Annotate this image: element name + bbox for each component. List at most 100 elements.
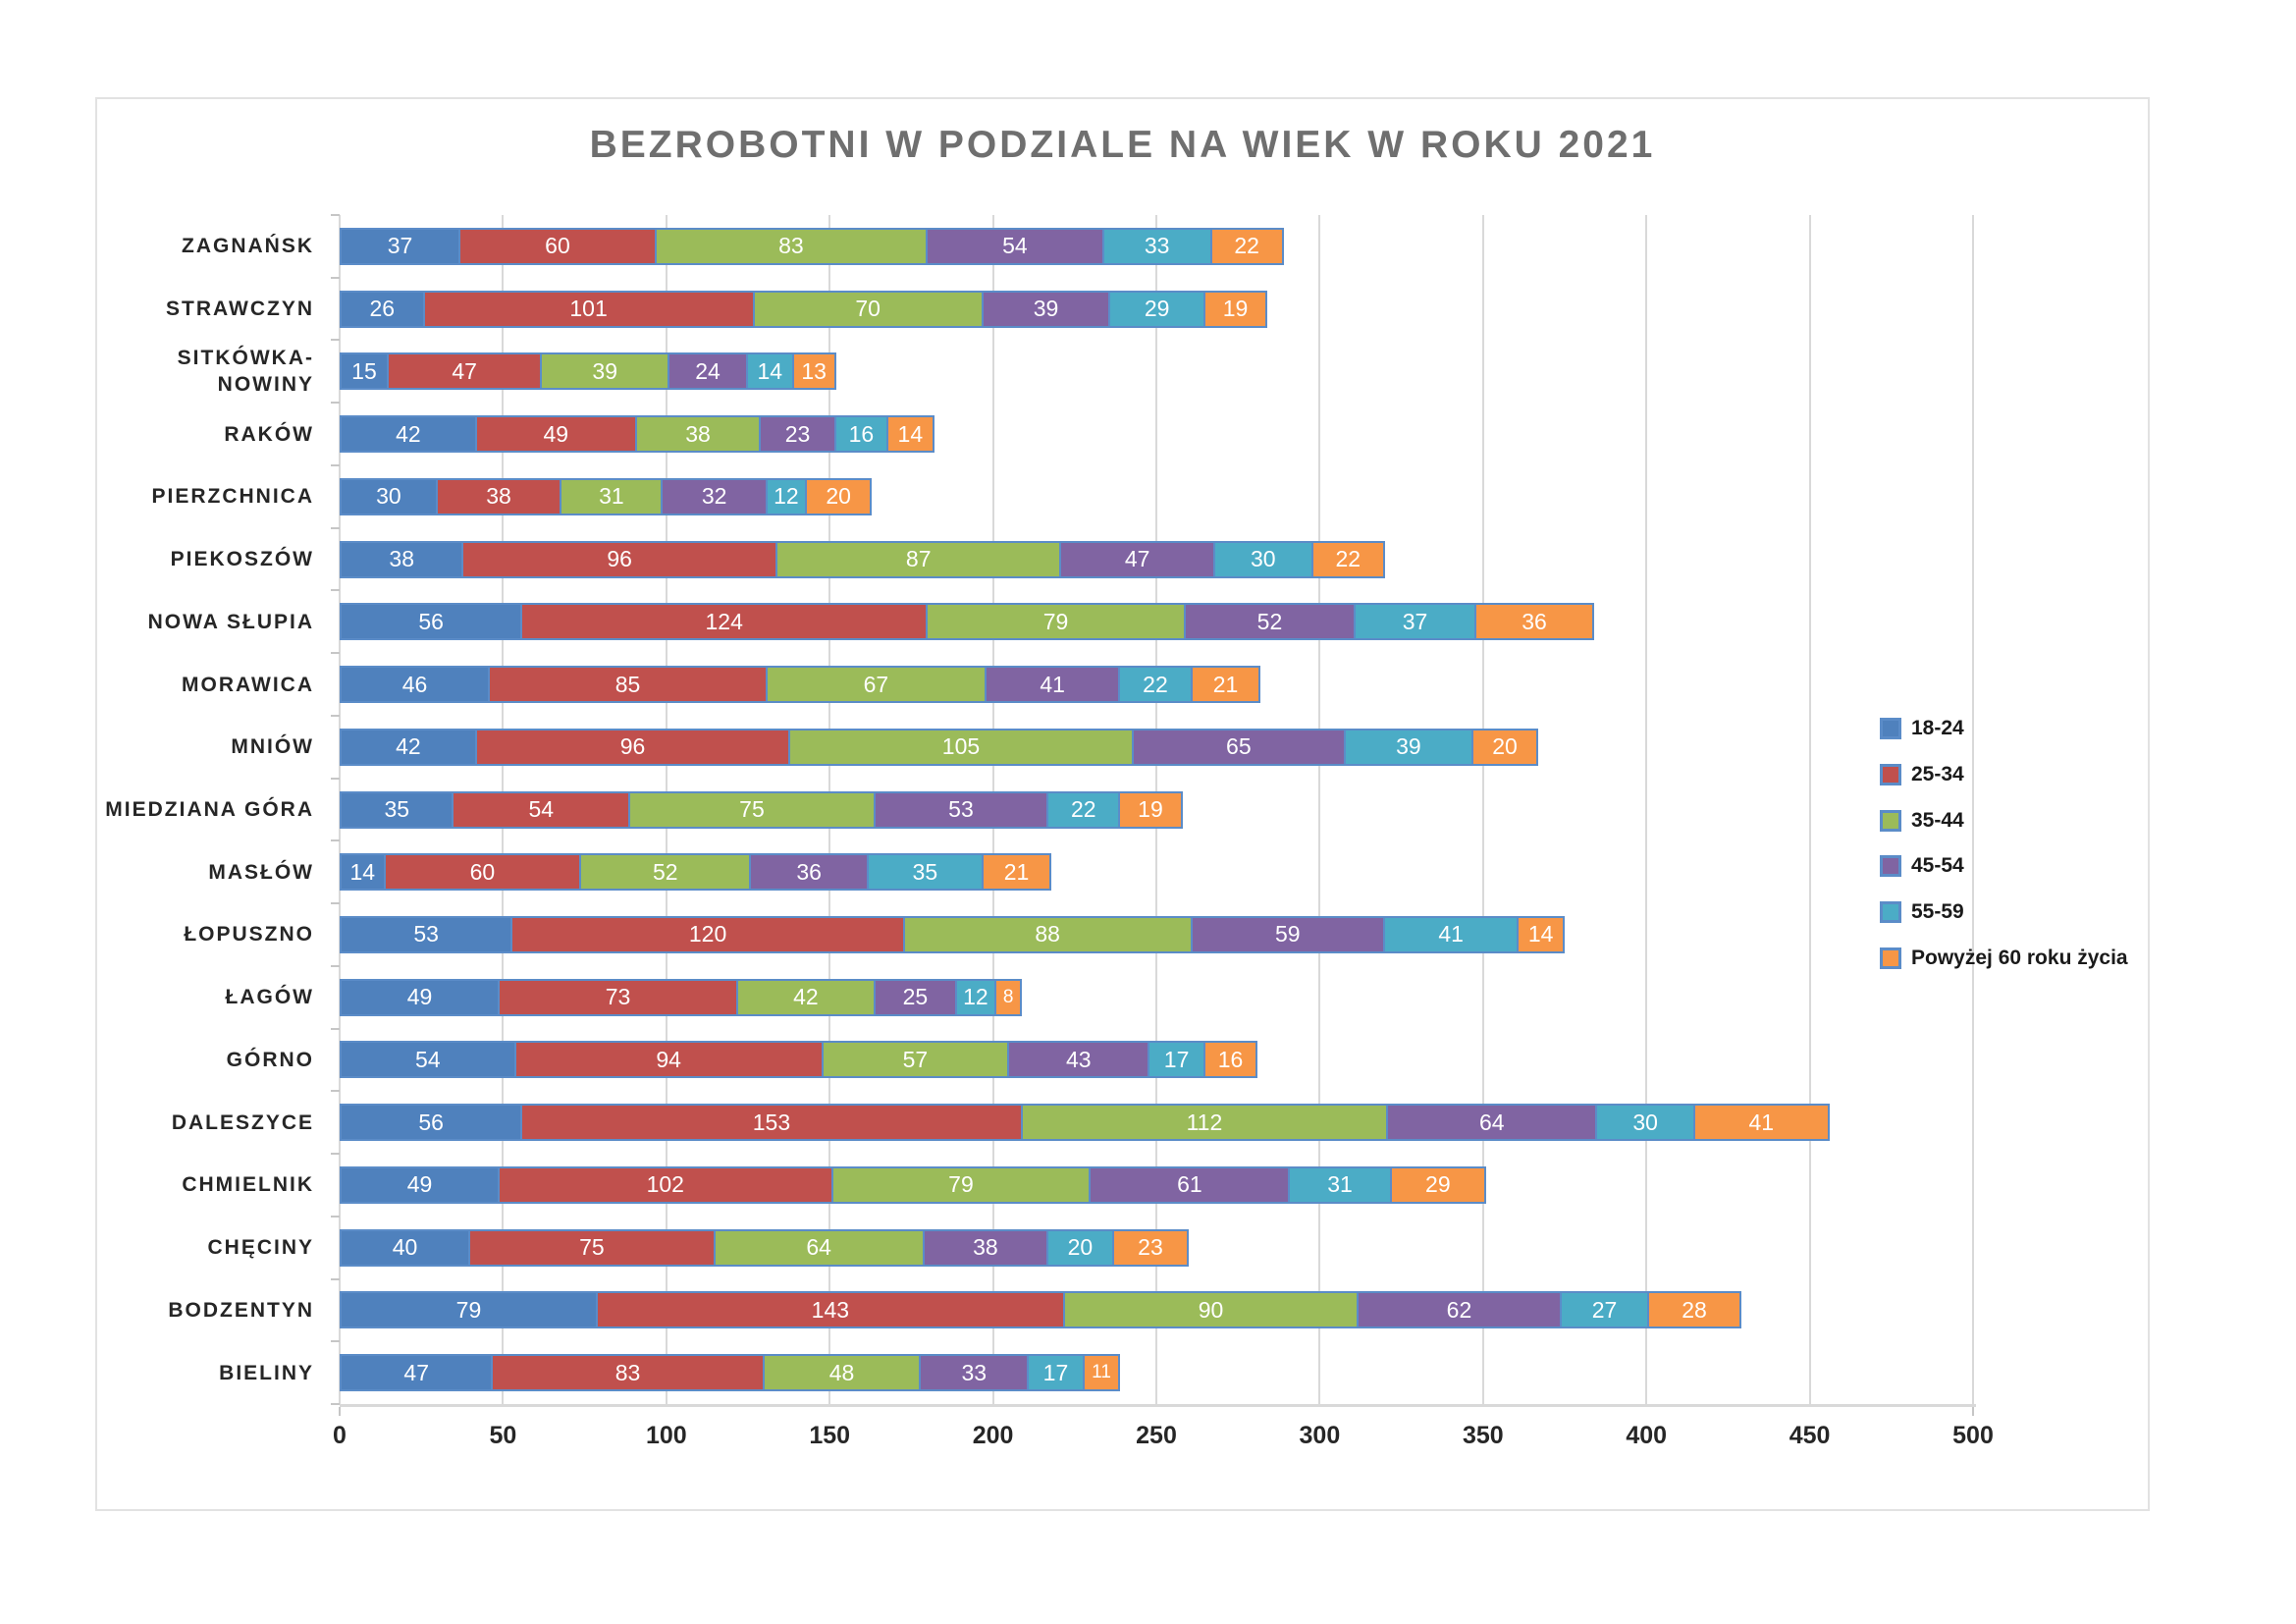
bar-row: 14 60 52 36 35 21 <box>340 853 1052 892</box>
x-axis-tick <box>1972 1407 1974 1416</box>
x-axis-tick-label: 50 <box>489 1422 517 1449</box>
gridline <box>1972 215 1974 1404</box>
bar-value-label: 41 <box>1748 1109 1775 1135</box>
bar-segment: 53 <box>340 915 513 953</box>
bar-segment: 60 <box>460 227 657 265</box>
category-axis-tick <box>331 1090 340 1093</box>
bar-segment: 38 <box>437 477 562 515</box>
bar-segment: 38 <box>340 540 464 578</box>
legend-swatch-icon <box>1880 947 1901 969</box>
bar-row: 42 49 38 23 16 14 <box>340 415 934 454</box>
bar-value-label: 29 <box>1425 1171 1451 1198</box>
legend-label: 18-24 <box>1911 717 1964 739</box>
bar-segment: 101 <box>424 290 755 328</box>
category-label: STRAWCZYN <box>166 298 314 321</box>
legend-label: 45-54 <box>1911 854 1964 878</box>
bar-row: 42 96 105 65 39 20 <box>340 728 1539 766</box>
bar-value-label: 60 <box>545 233 570 259</box>
bar-segment: 47 <box>388 352 543 391</box>
bar-value-label: 30 <box>1250 546 1276 572</box>
bar-segment: 143 <box>597 1291 1065 1329</box>
bar-row: 79 143 90 62 27 28 <box>340 1291 1741 1329</box>
bar-segment: 60 <box>385 853 582 892</box>
bar-value-label: 88 <box>1035 921 1060 947</box>
x-axis-tick-label: 150 <box>809 1422 851 1449</box>
bar-row: 49 102 79 61 31 29 <box>340 1165 1487 1204</box>
x-axis-line <box>340 1404 1976 1407</box>
bar-row: 15 47 39 24 14 13 <box>340 352 836 391</box>
bar-segment: 49 <box>340 1165 501 1204</box>
bar-value-label: 46 <box>401 671 428 697</box>
bar-value-label: 20 <box>1067 1234 1094 1261</box>
bar-value-label: 42 <box>396 420 421 447</box>
bar-value-label: 14 <box>1527 921 1554 947</box>
bar-value-label: 56 <box>418 1109 444 1135</box>
bar-segment: 47 <box>340 1354 494 1392</box>
bar-segment: 61 <box>1091 1165 1291 1204</box>
bar-value-label: 38 <box>389 546 415 572</box>
bar-value-label: 35 <box>912 858 938 885</box>
bar-value-label: 90 <box>1198 1296 1224 1323</box>
bar-segment: 20 <box>1472 728 1539 766</box>
bar-value-label: 24 <box>695 357 721 384</box>
bar-segment: 33 <box>921 1354 1030 1392</box>
bar-segment: 29 <box>1391 1165 1487 1204</box>
bar-value-label: 38 <box>973 1234 998 1261</box>
bar-row: 30 38 31 32 12 20 <box>340 477 873 515</box>
bar-segment: 57 <box>823 1041 1010 1079</box>
x-axis-tick-label: 0 <box>333 1422 347 1449</box>
bar-value-label: 96 <box>607 546 632 572</box>
bar-segment: 42 <box>340 728 477 766</box>
category-label: NOWA SŁUPIA <box>147 610 314 633</box>
bar-value-label: 41 <box>1040 671 1065 697</box>
bar-segment: 112 <box>1022 1104 1389 1142</box>
bar-value-label: 59 <box>1274 921 1301 947</box>
bar-segment: 83 <box>493 1354 765 1392</box>
bar-segment: 22 <box>1211 227 1284 265</box>
bar-segment: 62 <box>1359 1291 1562 1329</box>
bar-value-label: 94 <box>656 1046 681 1072</box>
bar-segment: 120 <box>512 915 905 953</box>
bar-segment: 87 <box>776 540 1062 578</box>
bar-value-label: 42 <box>793 984 819 1010</box>
bar-segment: 35 <box>869 853 984 892</box>
bar-segment: 22 <box>1120 666 1193 704</box>
bar-value-label: 15 <box>351 357 377 384</box>
bar-value-label: 20 <box>1492 733 1518 760</box>
category-label: PIEKOSZÓW <box>170 548 314 571</box>
bar-segment: 27 <box>1561 1291 1650 1329</box>
bar-row: 56 124 79 52 37 36 <box>340 603 1594 641</box>
legend-item: 25-34 <box>1880 752 1964 797</box>
bar-value-label: 54 <box>415 1046 441 1072</box>
bar-segment: 47 <box>1061 540 1215 578</box>
bar-segment: 23 <box>1113 1228 1190 1267</box>
x-axis-tick-label: 300 <box>1299 1422 1341 1449</box>
bar-segment: 12 <box>956 978 996 1016</box>
bar-segment: 39 <box>542 352 670 391</box>
bar-segment: 153 <box>522 1104 1023 1142</box>
bar-segment: 17 <box>1029 1354 1085 1392</box>
bar-value-label: 70 <box>855 296 881 322</box>
bar-segment: 53 <box>875 790 1049 829</box>
bar-value-label: 83 <box>778 233 804 259</box>
bar-segment: 79 <box>340 1291 598 1329</box>
bar-segment: 56 <box>340 1104 523 1142</box>
bar-segment: 67 <box>767 666 987 704</box>
bar-value-label: 14 <box>349 858 376 885</box>
bar-value-label: 102 <box>646 1171 684 1198</box>
bar-value-label: 16 <box>1217 1046 1244 1072</box>
bar-value-label: 105 <box>941 733 981 760</box>
category-axis-tick <box>331 964 340 967</box>
bar-segment: 14 <box>888 415 934 454</box>
x-axis-tick-label: 100 <box>645 1422 687 1449</box>
legend-item: 18-24 <box>1880 706 1964 751</box>
bar-segment: 88 <box>904 915 1193 953</box>
bar-value-label: 32 <box>701 483 727 510</box>
bar-segment: 36 <box>1476 603 1594 641</box>
bar-segment: 26 <box>340 290 425 328</box>
category-axis-tick <box>331 1277 340 1280</box>
bar-segment: 30 <box>340 477 438 515</box>
bar-value-label: 22 <box>1335 546 1362 572</box>
bar-row: 49 73 42 25 12 8 <box>340 978 1023 1016</box>
bar-value-label: 54 <box>1002 233 1028 259</box>
